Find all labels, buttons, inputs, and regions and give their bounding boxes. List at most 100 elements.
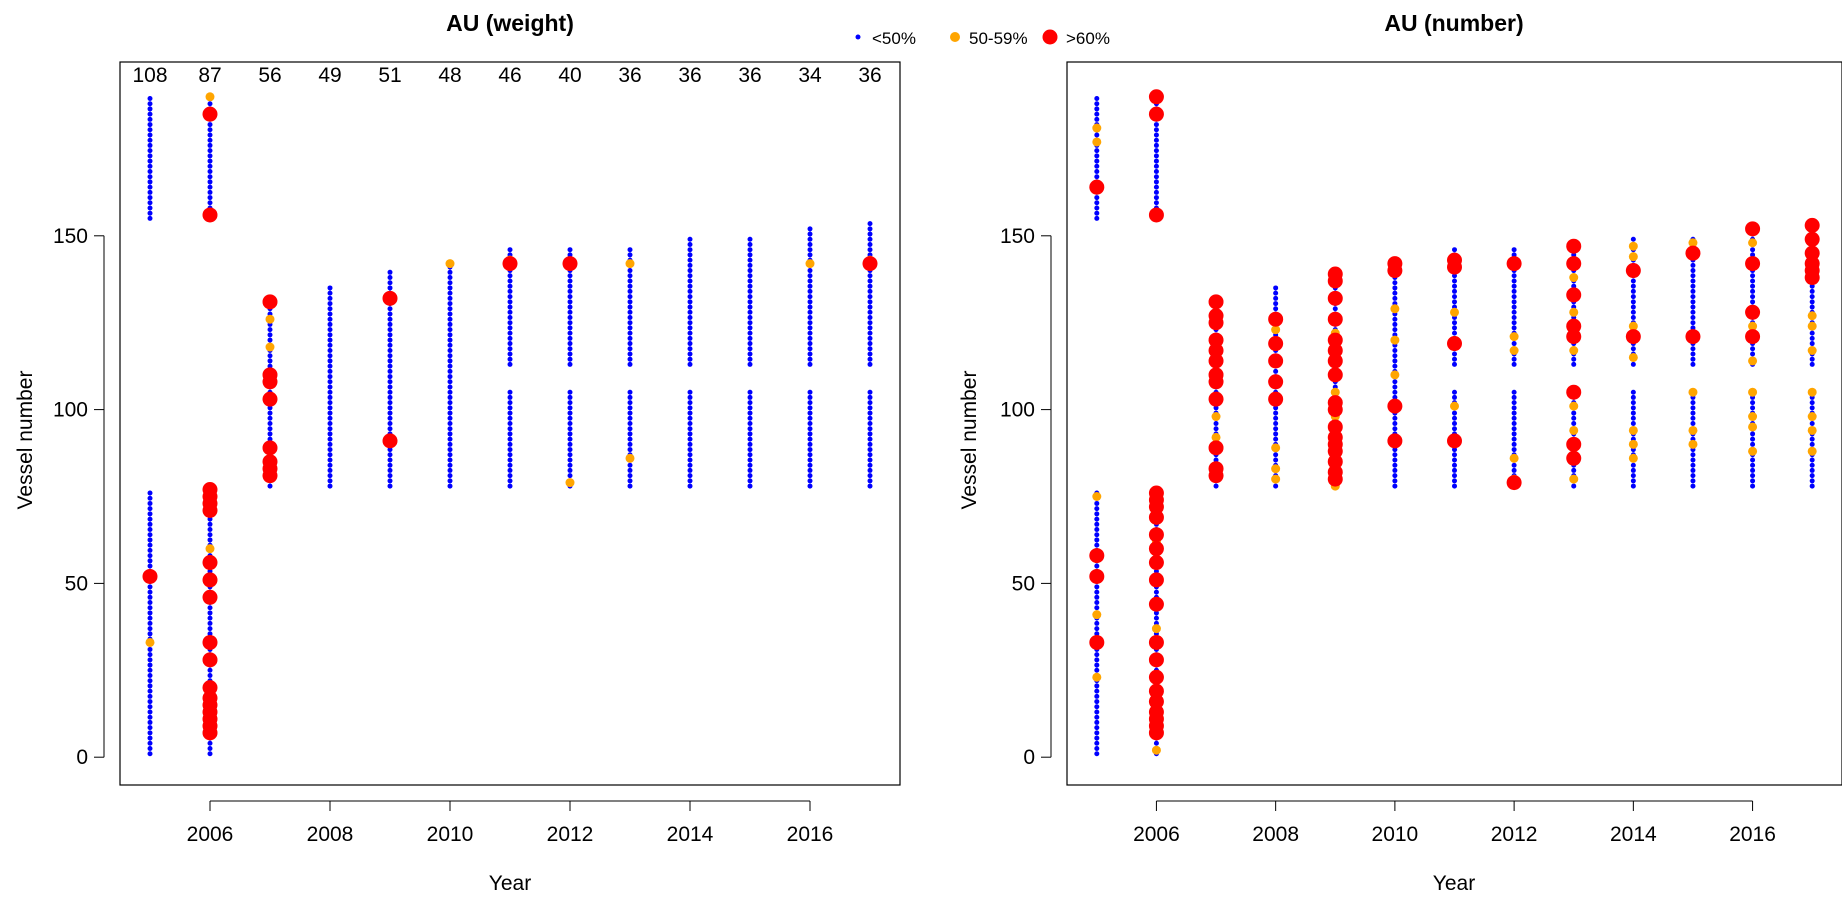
- data-point: [147, 667, 153, 673]
- data-point: [1392, 379, 1398, 385]
- data-point: [447, 426, 453, 432]
- data-point: [327, 332, 333, 338]
- data-point: [747, 415, 753, 421]
- x-tick-label: 2012: [547, 823, 594, 846]
- data-point: [1447, 336, 1462, 352]
- data-point: [147, 111, 153, 117]
- data-point: [447, 332, 453, 338]
- data-point: [1153, 127, 1159, 133]
- data-point: [1148, 207, 1164, 223]
- data-point: [267, 483, 273, 489]
- data-point: [1750, 247, 1756, 253]
- data-point: [862, 256, 878, 272]
- legend-label-mid: 50-59%: [969, 29, 1028, 48]
- data-point: [207, 673, 213, 679]
- data-point: [205, 92, 215, 102]
- data-point: [1452, 473, 1457, 479]
- data-point: [687, 335, 693, 341]
- data-point: [387, 269, 393, 275]
- data-point: [807, 273, 813, 279]
- data-point: [867, 247, 873, 253]
- data-point: [447, 374, 453, 380]
- data-point: [1392, 295, 1398, 301]
- data-point: [387, 426, 393, 432]
- data-point: [387, 400, 393, 406]
- data-point: [747, 273, 753, 279]
- data-point: [1452, 467, 1457, 473]
- data-point: [687, 389, 693, 395]
- data-point: [447, 358, 453, 364]
- data-point: [507, 294, 513, 300]
- data-point: [447, 353, 453, 359]
- data-point: [1094, 532, 1100, 538]
- data-point: [1273, 368, 1279, 374]
- data-point: [687, 431, 693, 437]
- legend-marker-low: [855, 34, 861, 40]
- sample-count-label: 36: [858, 64, 881, 87]
- data-point: [807, 241, 813, 247]
- data-point: [1208, 391, 1224, 407]
- data-point: [1452, 299, 1457, 305]
- data-point: [867, 431, 873, 437]
- data-point: [1809, 361, 1815, 367]
- data-point: [1094, 699, 1100, 705]
- data-point: [1452, 478, 1457, 484]
- data-point: [1628, 425, 1638, 435]
- data-point: [147, 594, 153, 600]
- data-point: [807, 436, 813, 442]
- data-point: [147, 673, 153, 679]
- data-point: [687, 421, 693, 426]
- data-point: [327, 374, 333, 380]
- sample-count-label: 40: [558, 64, 581, 87]
- data-point: [1685, 329, 1701, 345]
- data-point: [1211, 432, 1221, 442]
- data-point: [687, 262, 693, 268]
- data-point: [1092, 610, 1102, 620]
- data-point: [1748, 321, 1758, 331]
- data-point: [147, 215, 153, 221]
- data-point: [147, 122, 153, 128]
- data-point: [867, 457, 873, 463]
- data-point: [1273, 426, 1279, 432]
- data-point: [327, 457, 333, 463]
- data-point: [447, 311, 453, 317]
- data-point: [202, 106, 218, 122]
- data-point: [447, 327, 453, 333]
- data-point: [807, 441, 813, 447]
- data-point: [1153, 195, 1159, 201]
- x-tick-label: 2014: [1610, 823, 1657, 846]
- data-point: [1566, 256, 1582, 272]
- data-point: [1630, 415, 1636, 421]
- data-point: [387, 478, 393, 484]
- data-point: [207, 631, 213, 637]
- data-point: [387, 462, 393, 468]
- data-point: [1809, 457, 1815, 463]
- data-point: [567, 314, 573, 320]
- data-point: [147, 699, 153, 705]
- data-point: [1148, 634, 1164, 650]
- data-point: [1213, 426, 1219, 432]
- data-point: [1153, 153, 1159, 159]
- data-point: [147, 704, 153, 710]
- data-point: [627, 483, 633, 489]
- data-point: [1628, 321, 1638, 331]
- data-point: [207, 610, 213, 616]
- sample-count-label: 108: [132, 64, 167, 87]
- data-point: [687, 325, 693, 331]
- data-point: [1807, 446, 1817, 456]
- data-point: [147, 657, 153, 663]
- data-point: [867, 294, 873, 300]
- data-point: [1094, 132, 1100, 138]
- data-point: [1511, 252, 1517, 258]
- data-point: [1268, 311, 1284, 327]
- data-point: [867, 231, 873, 237]
- data-point: [627, 462, 633, 468]
- data-point: [1511, 294, 1517, 300]
- data-point: [267, 421, 273, 426]
- data-point: [627, 335, 633, 341]
- data-point: [1750, 467, 1756, 473]
- data-point: [267, 337, 273, 343]
- data-point: [507, 462, 513, 468]
- data-point: [147, 678, 153, 684]
- data-point: [1630, 361, 1636, 367]
